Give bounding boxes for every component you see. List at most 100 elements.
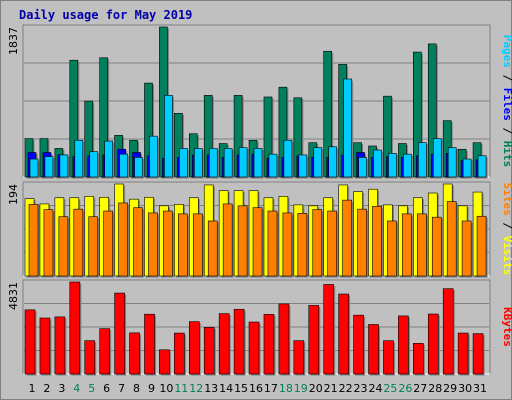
sites-bar-19: [297, 213, 308, 277]
day-label-16: 16: [249, 382, 263, 395]
legend-files: Files: [501, 88, 512, 121]
kbytes-bar-30: [457, 332, 469, 375]
sites-bar-18: [282, 212, 293, 277]
pages-bar-28: [432, 138, 442, 178]
sites-bar-14: [222, 203, 233, 277]
pages-bar-17: [268, 153, 278, 178]
sites-bar-28: [431, 216, 442, 277]
pages-bar-6: [104, 140, 113, 178]
pages-bar-27: [418, 142, 427, 178]
sites-bar-12: [192, 213, 203, 277]
panel-middle-ymax-label: 194: [7, 184, 20, 205]
sites-bar-16: [252, 207, 263, 277]
day-label-10: 10: [159, 382, 173, 395]
legend-kbytes: KBytes: [501, 307, 512, 347]
panel-bottom: 4831 KBytes: [7, 279, 512, 376]
day-label-11: 11: [174, 382, 188, 395]
day-label-4: 4: [73, 382, 80, 395]
pages-bar-23: [358, 157, 367, 178]
day-label-18: 18: [279, 382, 293, 395]
kbytes-bar-17: [263, 314, 275, 375]
legend-separator: /: [501, 121, 512, 141]
sites-bar-23: [357, 208, 367, 277]
day-label-25: 25: [383, 382, 397, 395]
pages-bar-12: [193, 148, 203, 178]
pages-bar-20: [313, 147, 323, 178]
day-label-15: 15: [234, 382, 248, 395]
pages-bar-2: [44, 156, 54, 178]
day-label-8: 8: [133, 382, 140, 395]
kbytes-bar-28: [427, 313, 439, 375]
panel-top-legend: Pages / Files / Hits: [501, 35, 512, 168]
day-label-21: 21: [324, 382, 338, 395]
pages-bar-10: [164, 95, 173, 178]
kbytes-bar-7: [114, 292, 125, 375]
kbytes-bar-12: [188, 321, 200, 375]
chart-title: Daily usage for May 2019: [19, 8, 192, 22]
kbytes-bar-6: [99, 328, 110, 375]
pages-bar-7: [119, 153, 128, 178]
legend-sites: Sites: [501, 183, 512, 216]
pages-bar-1: [29, 158, 39, 178]
sites-bar-29: [446, 201, 457, 277]
kbytes-bar-25: [383, 340, 394, 375]
sites-bar-8: [133, 207, 143, 277]
sites-bar-6: [103, 210, 113, 277]
sites-bar-30: [461, 220, 472, 277]
sites-bar-24: [372, 205, 382, 277]
day-label-19: 19: [294, 382, 308, 395]
sites-bar-4: [73, 208, 84, 277]
panel-bottom-legend: KBytes: [501, 307, 512, 347]
day-label-22: 22: [339, 382, 353, 395]
kbytes-bar-13: [203, 327, 215, 375]
day-label-6: 6: [103, 382, 110, 395]
pages-bar-21: [328, 146, 338, 178]
kbytes-bar-26: [398, 315, 409, 375]
panel-bottom-ymax-label: 4831: [7, 282, 20, 310]
sites-bar-11: [178, 213, 188, 277]
kbytes-bar-15: [233, 308, 245, 375]
day-label-9: 9: [148, 382, 155, 395]
day-label-12: 12: [189, 382, 203, 395]
pages-bar-16: [253, 148, 263, 178]
day-label-1: 1: [28, 382, 35, 395]
day-label-24: 24: [368, 382, 382, 395]
kbytes-bar-29: [442, 288, 454, 375]
day-label-5: 5: [88, 382, 95, 395]
day-label-28: 28: [428, 382, 442, 395]
sites-bar-26: [402, 213, 412, 277]
sites-bar-10: [163, 210, 173, 277]
kbytes-bar-5: [84, 340, 96, 375]
panel-middle-legend: Sites / Visits: [501, 183, 512, 276]
kbytes-bar-2: [39, 317, 51, 375]
kbytes-bar-11: [174, 332, 185, 375]
legend-separator: /: [501, 216, 512, 236]
pages-bar-26: [403, 153, 412, 178]
day-label-26: 26: [398, 382, 412, 395]
pages-bar-15: [238, 147, 248, 178]
pages-bar-30: [462, 158, 472, 178]
day-label-13: 13: [204, 382, 218, 395]
kbytes-bar-27: [413, 343, 424, 375]
sites-bar-25: [387, 220, 397, 277]
pages-bar-24: [373, 149, 382, 178]
sites-bar-7: [118, 202, 128, 277]
kbytes-bar-24: [368, 324, 379, 375]
day-label-3: 3: [58, 382, 65, 395]
day-label-30: 30: [458, 382, 472, 395]
kbytes-bar-22: [338, 293, 349, 375]
sites-bar-21: [327, 210, 338, 277]
pages-bar-14: [223, 148, 233, 178]
kbytes-bar-3: [54, 316, 66, 375]
panel-top-ymax-label: 1837: [7, 27, 20, 55]
pages-bar-5: [89, 151, 99, 178]
pages-bar-25: [388, 153, 397, 178]
legend-pages: Pages: [501, 35, 512, 68]
pages-bar-29: [447, 147, 457, 178]
pages-bar-8: [134, 157, 143, 178]
panel-top: 1837 Pages / Files / Hits: [7, 24, 512, 179]
sites-bar-1: [28, 204, 39, 277]
kbytes-bar-10: [159, 349, 170, 375]
pages-bar-3: [59, 154, 69, 178]
